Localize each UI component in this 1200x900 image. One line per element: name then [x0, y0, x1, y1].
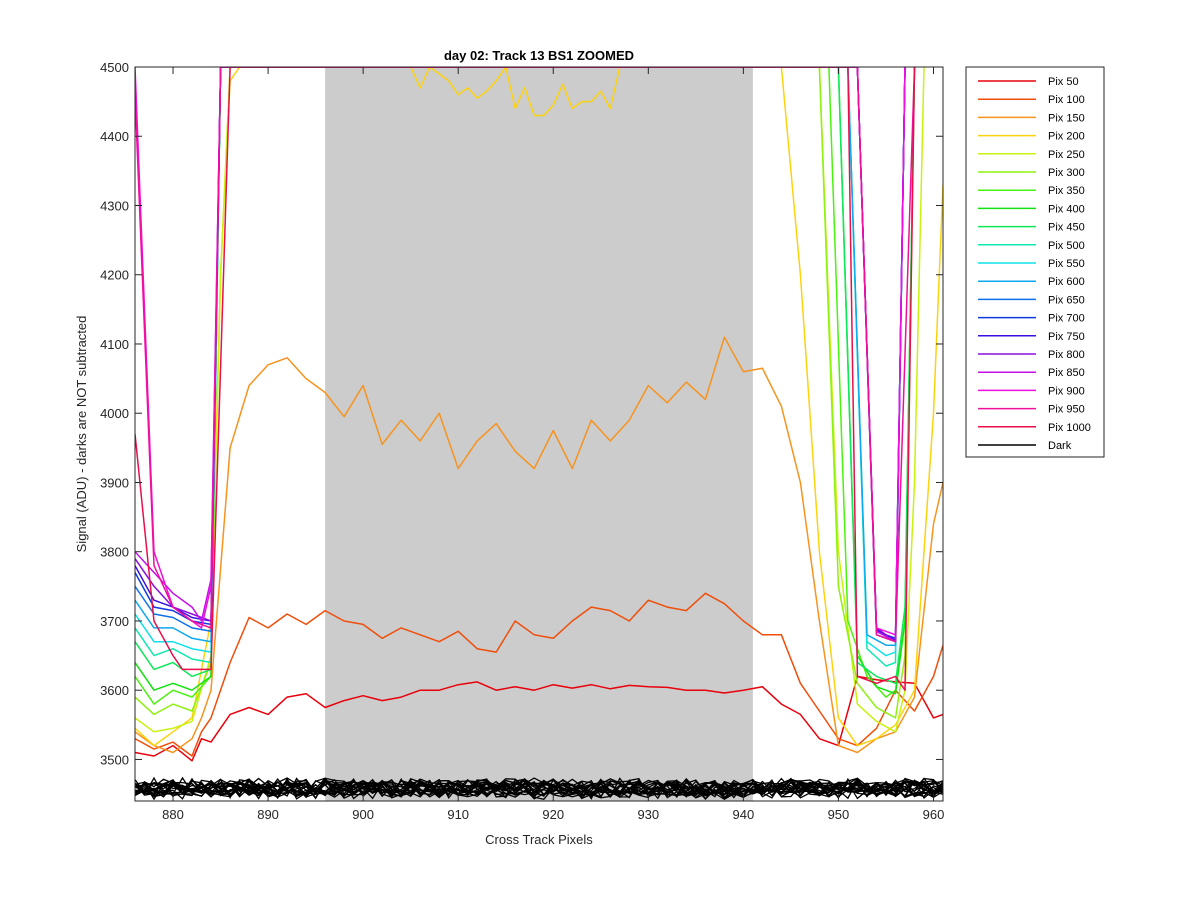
- series-line-pix-300: [135, 67, 916, 719]
- series-line-pix-250: [135, 67, 925, 733]
- legend-label: Pix 900: [1048, 385, 1085, 397]
- dark-series-line: [135, 777, 943, 800]
- legend: Pix 50 Pix 100 Pix 150 Pix 200 Pix 250 Pix 30…: [965, 66, 1105, 458]
- y-tick-label: 4000: [100, 406, 129, 421]
- x-tick-label: 940: [733, 807, 755, 822]
- legend-label: Pix 600: [1048, 276, 1085, 288]
- legend-label: Pix 750: [1048, 331, 1085, 343]
- y-tick-label: 4500: [100, 60, 129, 75]
- x-tick-label: 900: [352, 807, 374, 822]
- series-line-pix-50: [135, 675, 943, 762]
- legend-label: Pix 800: [1048, 349, 1085, 361]
- series-line-pix-950: [135, 67, 916, 643]
- x-axis: 880 890 900 910 920 930 940 950 960: [162, 67, 944, 822]
- y-tick-label: 3700: [100, 614, 129, 629]
- series-line-pix-1000: [135, 67, 916, 691]
- series-line-pix-200: [135, 67, 943, 747]
- plot-area: 880 890 900 910 920 930 940 950 960 3500 3600 3700…: [100, 60, 944, 822]
- legend-label: Pix 350: [1048, 185, 1085, 197]
- y-tick-label: 3900: [100, 475, 129, 490]
- x-tick-label: 960: [923, 807, 945, 822]
- x-axis-label: Cross Track Pixels: [485, 832, 593, 847]
- dark-series-line: [135, 778, 943, 801]
- legend-label: Pix 250: [1048, 149, 1085, 161]
- legend-label: Pix 300: [1048, 167, 1085, 179]
- legend-label: Pix 1000: [1048, 422, 1091, 434]
- y-tick-label: 4400: [100, 129, 129, 144]
- legend-label: Pix 50: [1048, 76, 1079, 88]
- legend-label: Pix 650: [1048, 294, 1085, 306]
- legend-label: Pix 950: [1048, 404, 1085, 416]
- series-layer: [135, 67, 943, 801]
- legend-label: Pix 450: [1048, 222, 1085, 234]
- chart-title: day 02: Track 13 BS1 ZOOMED: [444, 48, 634, 63]
- y-tick-label: 4300: [100, 198, 129, 213]
- legend-label: Pix 150: [1048, 112, 1085, 124]
- y-tick-label: 4100: [100, 337, 129, 352]
- legend-label: Pix 500: [1048, 240, 1085, 252]
- series-line-pix-150: [135, 336, 943, 754]
- legend-box: [965, 66, 1105, 458]
- x-tick-label: 950: [828, 807, 850, 822]
- y-tick-label: 4200: [100, 268, 129, 283]
- x-tick-label: 920: [542, 807, 564, 822]
- y-axis-label: Signal (ADU) - darks are NOT subtracted: [74, 316, 89, 553]
- axes-box: [134, 66, 944, 802]
- x-tick-label: 930: [637, 807, 659, 822]
- dark-series-line: [135, 778, 943, 799]
- y-axis: 3500 3600 3700 3800 3900 4000 4100 4200 4300 4400…: [100, 60, 943, 767]
- x-tick-label: 890: [257, 807, 279, 822]
- series-line-pix-500: [135, 67, 906, 667]
- series-line-pix-450: [135, 67, 916, 685]
- y-tick-label: 3500: [100, 752, 129, 767]
- x-tick-label: 880: [162, 807, 184, 822]
- y-tick-label: 3800: [100, 545, 129, 560]
- legend-label: Dark: [1048, 440, 1072, 452]
- legend-label: Pix 400: [1048, 203, 1085, 215]
- shaded-region: [325, 67, 753, 801]
- legend-label: Pix 550: [1048, 258, 1085, 270]
- legend-label: Pix 700: [1048, 313, 1085, 325]
- series-line-pix-100: [135, 592, 943, 757]
- legend-label: Pix 200: [1048, 131, 1085, 143]
- dark-series-line: [135, 777, 943, 800]
- legend-label: Pix 100: [1048, 94, 1085, 106]
- series-line-pix-400: [135, 67, 916, 695]
- series-line-pix-550: [135, 67, 906, 657]
- legend-label: Pix 850: [1048, 367, 1085, 379]
- y-tick-label: 3600: [100, 683, 129, 698]
- x-tick-label: 910: [447, 807, 469, 822]
- series-line-pix-600: [135, 67, 906, 646]
